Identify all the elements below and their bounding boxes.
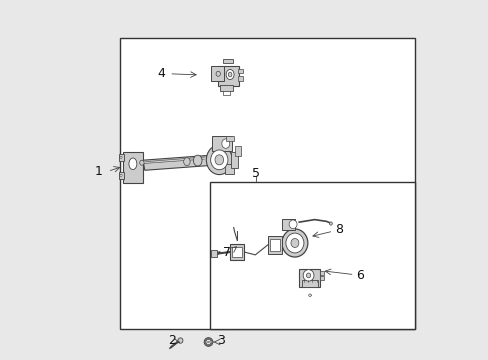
Bar (123, 152, 142, 183)
Ellipse shape (205, 339, 211, 345)
Ellipse shape (183, 158, 190, 166)
Bar (267, 236, 282, 254)
Bar (269, 239, 280, 251)
Bar (298, 269, 319, 287)
Bar (217, 66, 239, 85)
Bar (281, 219, 295, 230)
Text: 8: 8 (334, 223, 342, 236)
Bar (238, 76, 242, 81)
Ellipse shape (290, 239, 298, 248)
Text: 4: 4 (157, 67, 164, 80)
Text: 1: 1 (95, 165, 102, 177)
Bar (234, 146, 241, 156)
Ellipse shape (120, 156, 122, 158)
Ellipse shape (222, 139, 229, 148)
Bar (224, 164, 233, 174)
Text: 6: 6 (355, 269, 363, 282)
Bar (238, 69, 242, 73)
Ellipse shape (215, 155, 223, 165)
Ellipse shape (210, 150, 227, 170)
Ellipse shape (228, 72, 231, 77)
Polygon shape (142, 156, 208, 170)
Ellipse shape (216, 71, 220, 76)
Bar (320, 276, 324, 280)
Ellipse shape (225, 69, 234, 80)
Bar (302, 280, 317, 287)
Ellipse shape (303, 270, 313, 281)
Bar (210, 66, 224, 81)
Ellipse shape (207, 341, 209, 343)
Text: 7: 7 (223, 246, 231, 258)
Bar (320, 271, 324, 275)
Bar (119, 154, 123, 161)
Bar (210, 182, 415, 329)
Text: 5: 5 (251, 167, 260, 180)
Ellipse shape (206, 145, 232, 175)
Ellipse shape (329, 222, 332, 225)
Ellipse shape (193, 155, 202, 166)
Bar (212, 136, 232, 151)
Bar (223, 91, 230, 95)
Bar (220, 85, 232, 91)
Bar (231, 152, 237, 168)
Bar (120, 38, 415, 329)
Bar (230, 244, 244, 260)
Ellipse shape (282, 229, 307, 257)
Bar (223, 59, 233, 63)
Ellipse shape (308, 294, 311, 297)
Ellipse shape (288, 220, 296, 229)
Ellipse shape (204, 338, 212, 346)
Ellipse shape (129, 158, 137, 170)
Bar (119, 172, 123, 179)
Text: 2: 2 (167, 334, 175, 347)
Ellipse shape (285, 233, 303, 253)
Bar (211, 250, 216, 257)
Text: 3: 3 (217, 334, 224, 347)
Ellipse shape (178, 338, 183, 343)
Bar (232, 247, 242, 257)
Ellipse shape (140, 160, 144, 165)
Bar (225, 136, 234, 141)
Ellipse shape (306, 273, 310, 278)
Ellipse shape (120, 174, 122, 176)
